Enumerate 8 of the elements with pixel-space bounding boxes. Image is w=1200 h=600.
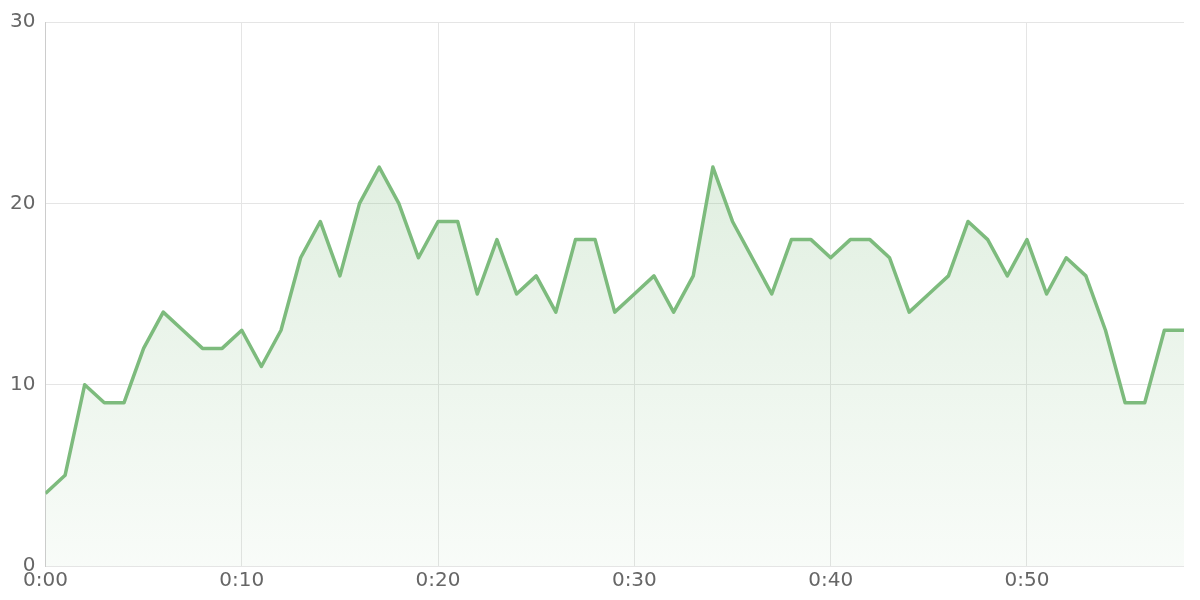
x-tick-label: 0:40 [808, 567, 854, 592]
x-tick-label: 0:30 [611, 567, 657, 592]
y-tick-label: 10 [10, 370, 36, 395]
x-tick-label: 0:20 [415, 567, 461, 592]
x-tick-label: 0:10 [219, 567, 265, 592]
y-tick-label: 30 [10, 8, 36, 33]
y-tick-label: 20 [10, 189, 36, 214]
x-tick-label: 0:50 [1004, 567, 1050, 592]
